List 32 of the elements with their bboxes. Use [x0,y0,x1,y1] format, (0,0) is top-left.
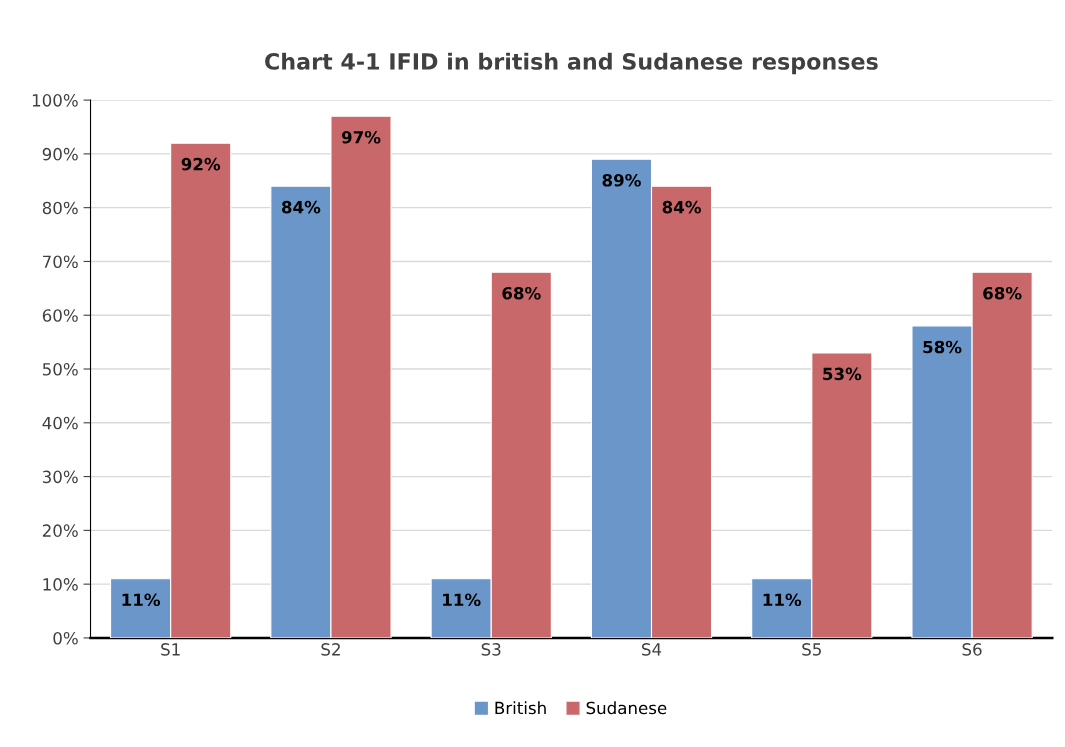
y-tick-label: 100% [32,94,78,107]
y-tick-label: 30% [42,470,78,484]
y-tick-label: 50% [42,362,78,376]
data-label: 89% [602,173,641,187]
y-tick-label: 40% [42,416,78,430]
x-tick-label: S2 [321,643,340,656]
data-label: 11% [443,593,481,607]
y-tick-label: 70% [43,255,78,269]
data-label: 58% [923,340,962,354]
data-label: 97% [341,130,381,144]
data-label: 84% [281,200,321,214]
data-label: 68% [502,286,541,300]
chart-title: Chart 4-1 IFID in british and Sudanese responses [265,52,878,75]
legend-label: British [495,701,546,715]
data-label: 11% [122,593,161,607]
y-tick-label: 0% [53,631,78,645]
x-tick-label: S4 [642,643,662,656]
data-label: 11% [763,593,802,607]
data-label: 84% [662,200,701,214]
y-tick-label: 90% [42,147,78,161]
y-tick-label: 60% [42,309,78,322]
x-tick-label: S5 [802,643,821,656]
y-tick-label: 80% [42,201,78,215]
data-label: 68% [983,286,1022,300]
x-tick-label: S1 [161,643,180,656]
x-tick-label: S6 [962,643,982,656]
x-tick-label: S3 [481,643,501,656]
y-tick-label: 10% [43,578,78,591]
legend-label: Sudanese [586,701,667,715]
data-label: 92% [181,157,221,171]
y-tick-label: 20% [42,524,78,537]
data-label: 53% [823,367,862,381]
